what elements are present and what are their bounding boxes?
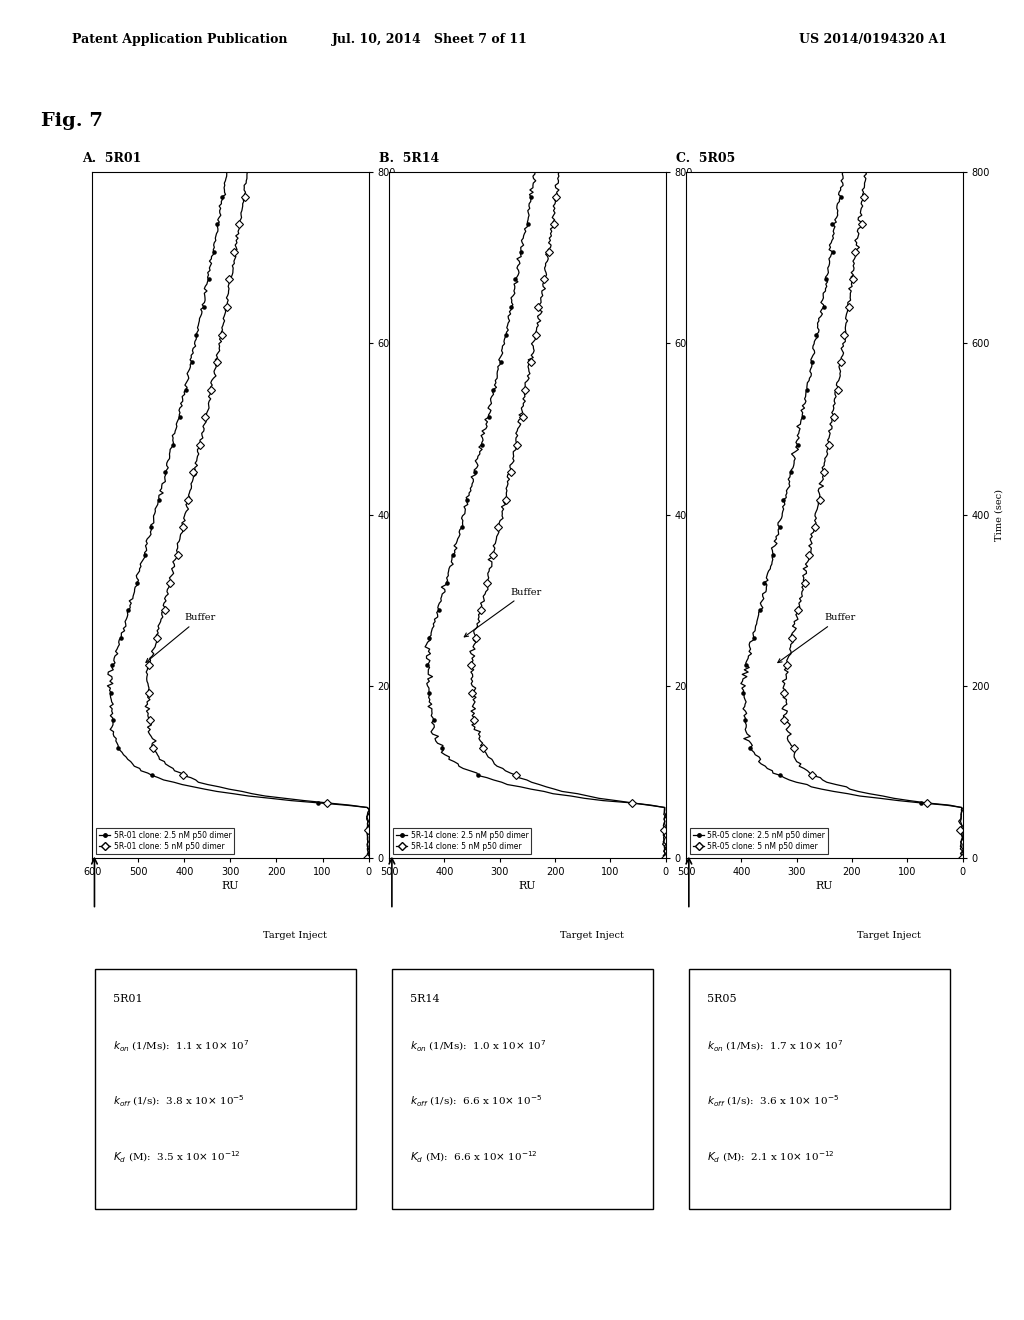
FancyBboxPatch shape	[689, 969, 949, 1209]
FancyBboxPatch shape	[392, 969, 652, 1209]
Text: Target Inject: Target Inject	[857, 931, 922, 940]
Text: Jul. 10, 2014   Sheet 7 of 11: Jul. 10, 2014 Sheet 7 of 11	[332, 33, 528, 46]
Text: B.  5R14: B. 5R14	[379, 152, 439, 165]
Text: $k_{off}$ (1/s):  3.6 x 10$\times$ 10$^{-5}$: $k_{off}$ (1/s): 3.6 x 10$\times$ 10$^{-…	[708, 1094, 840, 1109]
FancyBboxPatch shape	[95, 969, 355, 1209]
Text: 5R14: 5R14	[411, 994, 440, 1003]
Text: $K_d$ (M):  2.1 x 10$\times$ 10$^{-12}$: $K_d$ (M): 2.1 x 10$\times$ 10$^{-12}$	[708, 1150, 836, 1164]
X-axis label: RU: RU	[221, 882, 240, 891]
Text: Target Inject: Target Inject	[263, 931, 328, 940]
Text: Target Inject: Target Inject	[560, 931, 625, 940]
Text: Buffer: Buffer	[464, 587, 542, 636]
Text: $k_{off}$ (1/s):  3.8 x 10$\times$ 10$^{-5}$: $k_{off}$ (1/s): 3.8 x 10$\times$ 10$^{-…	[114, 1094, 246, 1109]
X-axis label: RU: RU	[815, 882, 834, 891]
Text: $k_{off}$ (1/s):  6.6 x 10$\times$ 10$^{-5}$: $k_{off}$ (1/s): 6.6 x 10$\times$ 10$^{-…	[411, 1094, 543, 1109]
Text: A.  5R01: A. 5R01	[82, 152, 141, 165]
Legend: 5R-01 clone: 2.5 nM p50 dimer, 5R-01 clone: 5 nM p50 dimer: 5R-01 clone: 2.5 nM p50 dimer, 5R-01 clo…	[96, 828, 234, 854]
Y-axis label: Time (sec): Time (sec)	[400, 488, 410, 541]
X-axis label: RU: RU	[518, 882, 537, 891]
Legend: 5R-05 clone: 2.5 nM p50 dimer, 5R-05 clone: 5 nM p50 dimer: 5R-05 clone: 2.5 nM p50 dimer, 5R-05 clo…	[690, 828, 828, 854]
Text: 5R05: 5R05	[708, 994, 737, 1003]
Text: C.  5R05: C. 5R05	[676, 152, 735, 165]
Text: Buffer: Buffer	[146, 614, 216, 663]
Legend: 5R-14 clone: 2.5 nM p50 dimer, 5R-14 clone: 5 nM p50 dimer: 5R-14 clone: 2.5 nM p50 dimer, 5R-14 clo…	[393, 828, 531, 854]
Text: $k_{on}$ (1/Ms):  1.7 x 10$\times$ 10$^{7}$: $k_{on}$ (1/Ms): 1.7 x 10$\times$ 10$^{7…	[708, 1039, 844, 1055]
Y-axis label: Time (sec): Time (sec)	[697, 488, 707, 541]
Text: 5R01: 5R01	[114, 994, 143, 1003]
Text: $K_d$ (M):  3.5 x 10$\times$ 10$^{-12}$: $K_d$ (M): 3.5 x 10$\times$ 10$^{-12}$	[114, 1150, 242, 1164]
Text: Patent Application Publication: Patent Application Publication	[72, 33, 287, 46]
Text: Buffer: Buffer	[778, 614, 856, 663]
Text: $k_{on}$ (1/Ms):  1.0 x 10$\times$ 10$^{7}$: $k_{on}$ (1/Ms): 1.0 x 10$\times$ 10$^{7…	[411, 1039, 547, 1055]
Y-axis label: Time (sec): Time (sec)	[994, 488, 1004, 541]
Text: Fig. 7: Fig. 7	[41, 112, 102, 131]
Text: US 2014/0194320 A1: US 2014/0194320 A1	[799, 33, 947, 46]
Text: $K_d$ (M):  6.6 x 10$\times$ 10$^{-12}$: $K_d$ (M): 6.6 x 10$\times$ 10$^{-12}$	[411, 1150, 539, 1164]
Text: $k_{on}$ (1/Ms):  1.1 x 10$\times$ 10$^{7}$: $k_{on}$ (1/Ms): 1.1 x 10$\times$ 10$^{7…	[114, 1039, 250, 1055]
